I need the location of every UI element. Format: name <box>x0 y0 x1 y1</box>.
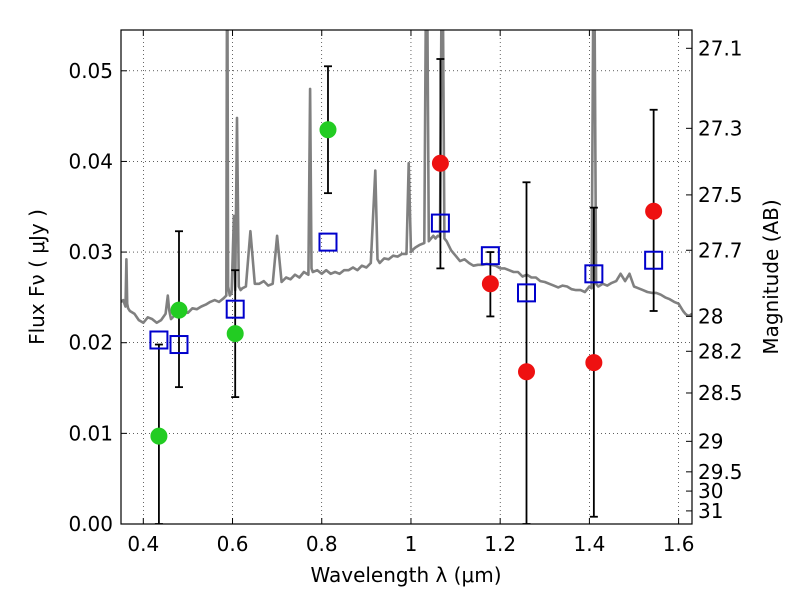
data-point-square <box>516 283 536 303</box>
data-point-square <box>149 330 169 350</box>
data-point-circle <box>319 121 337 139</box>
y-axis-title: Flux Fν ( μJy ) <box>25 209 49 345</box>
axes: 0.4 0.6 0.8 1 1.2 1.4 1.6 0.00 0.01 0.02 0.03 0.04 0… <box>68 30 743 556</box>
y-tick-label: 0.01 <box>68 421 113 445</box>
mag-tick-label: 28.2 <box>698 339 743 363</box>
data-point-circle <box>431 154 449 172</box>
mag-tick-label: 30 <box>698 479 723 503</box>
x-tick-label: 1.6 <box>663 532 695 556</box>
data-point-square <box>225 299 245 319</box>
data-point-square <box>584 264 604 284</box>
data-point-square <box>318 232 338 252</box>
mag-tick-label: 31 <box>698 499 723 523</box>
plot-frame <box>120 29 693 525</box>
y-axis-right-title: Magnitude (AB) <box>759 199 783 354</box>
data-point-square <box>644 250 664 270</box>
data-point-circle <box>481 275 499 293</box>
data-point-square <box>169 335 189 355</box>
x-tick-label: 1 <box>405 532 418 556</box>
data-point-circle <box>150 427 168 445</box>
y-tick-label: 0.02 <box>68 331 113 355</box>
mag-tick-label: 27.3 <box>698 116 743 140</box>
data-point-square <box>480 246 500 266</box>
mag-tick-label: 28 <box>698 304 723 328</box>
y-tick-label: 0.04 <box>68 149 113 173</box>
x-tick-label: 1.2 <box>484 532 516 556</box>
x-tick-label: 0.4 <box>127 532 159 556</box>
data-point-circle <box>585 354 603 372</box>
data-point-circle <box>645 202 663 220</box>
mag-tick-label: 29 <box>698 429 723 453</box>
mag-tick-label: 29.5 <box>698 460 743 484</box>
mag-tick-label: 28.5 <box>698 381 743 405</box>
x-axis-title: Wavelength λ (μm) <box>310 563 501 587</box>
y-tick-label: 0.03 <box>68 240 113 264</box>
data-point-circle <box>170 301 188 319</box>
y-tick-label: 0.00 <box>68 512 113 536</box>
data-point-circle <box>226 325 244 343</box>
x-tick-label: 0.8 <box>306 532 338 556</box>
x-tick-label: 0.6 <box>217 532 249 556</box>
data-point-square <box>430 213 450 233</box>
y-tick-label: 0.05 <box>68 59 113 83</box>
plot-area <box>121 30 692 524</box>
x-tick-label: 1.4 <box>573 532 605 556</box>
mag-tick-label: 27.7 <box>698 238 743 262</box>
data-point-circle <box>517 363 535 381</box>
spectrum-line <box>121 30 692 325</box>
mag-tick-label: 27.1 <box>698 36 743 60</box>
mag-tick-label: 27.5 <box>698 183 743 207</box>
